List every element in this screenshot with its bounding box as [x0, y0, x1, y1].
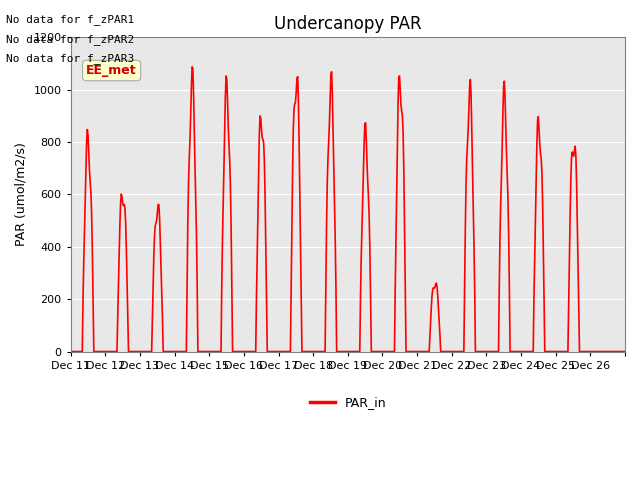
- Text: EE_met: EE_met: [86, 64, 137, 77]
- Text: No data for f_zPAR1: No data for f_zPAR1: [6, 14, 134, 25]
- Legend: PAR_in: PAR_in: [305, 391, 391, 414]
- Text: No data for f_zPAR2: No data for f_zPAR2: [6, 34, 134, 45]
- Y-axis label: PAR (umol/m2/s): PAR (umol/m2/s): [15, 143, 28, 246]
- Title: Undercanopy PAR: Undercanopy PAR: [274, 15, 422, 33]
- Text: No data for f_zPAR3: No data for f_zPAR3: [6, 53, 134, 64]
